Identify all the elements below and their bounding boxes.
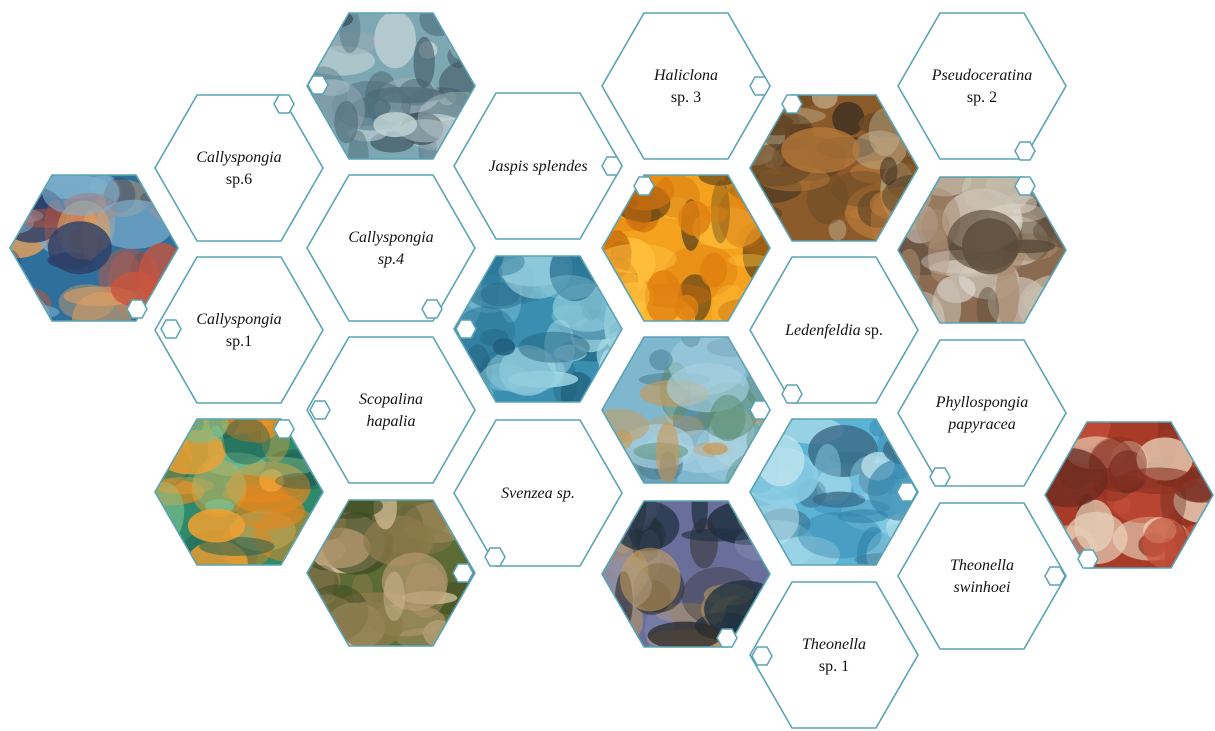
hex-outline — [749, 581, 919, 729]
small-hexagon-icon — [273, 419, 295, 439]
hex-outline — [453, 419, 623, 567]
hex-photo-orange-encrusting-sponge-green-reef — [154, 418, 324, 566]
hex-label-cell: Callyspongia sp.4 — [306, 174, 476, 322]
hex-label-cell: Callyspongia sp.6 — [154, 94, 324, 242]
hex-label-cell: Callyspongia sp.1 — [154, 256, 324, 404]
species-name: Pseudoceratina sp. 2 — [931, 67, 1032, 106]
hex-label-cell: Haliclona sp. 3 — [601, 12, 771, 160]
small-hexagon-icon — [452, 563, 474, 583]
hex-outline — [154, 94, 324, 242]
small-hexagon-icon — [716, 628, 738, 648]
small-hexagon-icon — [749, 400, 771, 420]
hex-outline — [306, 336, 476, 484]
species-name: Scopalina hapalia — [359, 391, 423, 430]
small-hexagon-icon — [1014, 176, 1036, 196]
small-hexagon-icon — [896, 482, 918, 502]
species-name: Theonella swinhoei — [950, 557, 1014, 596]
small-hexagon-icon — [273, 94, 295, 114]
species-name: Callyspongia sp.1 — [196, 311, 281, 350]
hex-photo-blue-tubular-branching-sponge — [453, 255, 623, 403]
hex-outline — [749, 256, 919, 404]
hex-outline — [306, 174, 476, 322]
hex-outline — [897, 12, 1067, 160]
small-hexagon-icon — [1014, 141, 1036, 161]
small-hexagon-icon — [455, 319, 477, 339]
hex-label-cell: Theonella swinhoei — [897, 502, 1067, 650]
species-name: Ledenfeldia sp. — [784, 322, 883, 339]
species-name: Callyspongia sp.6 — [196, 149, 281, 188]
hex-photo-purple-grey-sponge-dark-reef — [601, 500, 771, 648]
hex-outline — [897, 502, 1067, 650]
species-name: Svenzea sp. — [501, 485, 575, 502]
hex-label-cell: Scopalina hapalia — [306, 336, 476, 484]
species-name: Callyspongia sp.4 — [348, 229, 433, 268]
small-hexagon-icon — [601, 156, 623, 176]
hex-photo-blue-branching-sponge-reef — [9, 174, 179, 322]
hex-outline — [601, 12, 771, 160]
hex-label-cell: Phyllospongia papyracea — [897, 339, 1067, 487]
small-hexagon-icon — [749, 76, 771, 96]
small-hexagon-icon — [1044, 566, 1066, 586]
hex-label-cell: Pseudoceratina sp. 2 — [897, 12, 1067, 161]
small-hexagon-icon — [484, 547, 506, 567]
species-name: Jaspis splendes — [488, 158, 587, 175]
small-hexagon-icon — [309, 400, 331, 420]
small-hexagon-icon — [633, 176, 655, 196]
small-hexagon-icon — [781, 94, 803, 114]
small-hexagon-icon — [126, 299, 148, 319]
species-name: Haliclona sp. 3 — [653, 67, 718, 106]
small-hexagon-icon — [751, 646, 773, 666]
hex-outline — [897, 339, 1067, 487]
small-hexagon-icon — [929, 467, 951, 487]
hex-outline — [154, 256, 324, 404]
hex-photo-brown-tube-sponge-sand — [897, 176, 1067, 324]
hex-label-cell: Ledenfeldia sp. — [749, 256, 919, 404]
hex-photo-grey-blue-lobed-sponge — [306, 12, 476, 160]
hex-label-cell: Theonella sp. 1 — [749, 581, 919, 729]
species-name: Theonella sp. 1 — [802, 636, 866, 675]
small-hexagon-icon — [1077, 549, 1099, 569]
hex-outline — [453, 92, 623, 240]
small-hexagon-icon — [781, 384, 803, 404]
small-hexagon-icon — [307, 75, 329, 95]
species-name: Phyllospongia papyracea — [935, 394, 1028, 433]
hex-label-cell: Jaspis splendes — [453, 92, 623, 240]
hex-label-cell: Svenzea sp. — [453, 419, 623, 567]
small-hexagon-icon — [421, 299, 443, 319]
small-hexagon-icon — [160, 319, 182, 339]
